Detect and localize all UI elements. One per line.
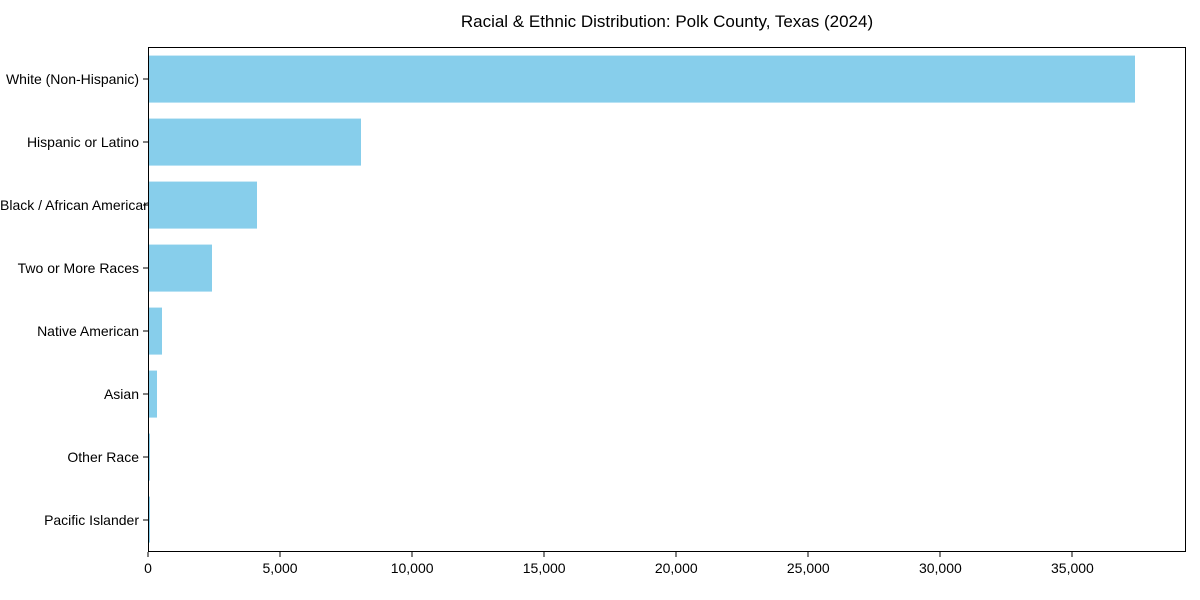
x-tick-label: 25,000	[786, 560, 830, 576]
bar	[149, 181, 258, 229]
bar	[149, 307, 163, 355]
x-tick-mark	[939, 552, 941, 557]
x-tick-label: 20,000	[654, 560, 698, 576]
y-tick-label: Hispanic or Latino	[26, 133, 139, 150]
x-tick-mark	[807, 552, 809, 557]
bar-row	[149, 174, 1185, 237]
x-tick-label: 30,000	[918, 560, 962, 576]
x-tick-label: 15,000	[522, 560, 566, 576]
bar-row	[149, 237, 1185, 300]
x-tick-mark	[543, 552, 545, 557]
plot-area	[148, 47, 1186, 552]
bar	[149, 56, 1135, 103]
y-axis-labels: White (Non-Hispanic) Hispanic or Latino Bl…	[0, 47, 151, 552]
y-tick-label: White (Non-Hispanic)	[5, 70, 139, 87]
y-tick-mark	[143, 267, 148, 269]
chart-title: Racial & Ethnic Distribution: Polk Count…	[460, 12, 874, 31]
y-tick-mark	[143, 141, 148, 143]
y-tick-label: Black / African American	[0, 196, 151, 213]
y-tick-mark	[143, 204, 148, 206]
x-tick-mark	[675, 552, 677, 557]
y-tick-mark	[143, 330, 148, 332]
bar	[149, 244, 213, 292]
y-tick-label: Pacific Islander	[44, 512, 139, 529]
bar	[149, 370, 157, 418]
x-tick-label: 35,000	[1051, 560, 1094, 576]
bar-row	[149, 48, 1185, 111]
y-tick-label: Other Race	[67, 449, 139, 466]
y-tick-mark	[143, 456, 148, 458]
x-tick-label: 0	[144, 560, 152, 576]
bar	[149, 433, 151, 481]
bar	[149, 496, 150, 543]
bar-row	[149, 362, 1185, 425]
y-tick-label: Two or More Races	[17, 259, 139, 276]
bar-row	[149, 111, 1185, 174]
x-tick-label: 10,000	[390, 560, 434, 576]
y-tick-mark	[143, 393, 148, 395]
x-tick-mark	[147, 552, 149, 557]
y-tick-mark	[143, 78, 148, 80]
x-tick-mark	[279, 552, 281, 557]
bar-row	[149, 300, 1185, 363]
bar	[149, 118, 362, 166]
bar-row	[149, 425, 1185, 488]
y-tick-label: Asian	[103, 386, 139, 403]
x-tick-label: 5,000	[262, 560, 298, 576]
x-tick-mark	[411, 552, 413, 557]
bar-row	[149, 488, 1185, 551]
x-tick-mark	[1071, 552, 1073, 557]
y-tick-label: Native American	[37, 323, 139, 340]
y-tick-mark	[143, 519, 148, 521]
